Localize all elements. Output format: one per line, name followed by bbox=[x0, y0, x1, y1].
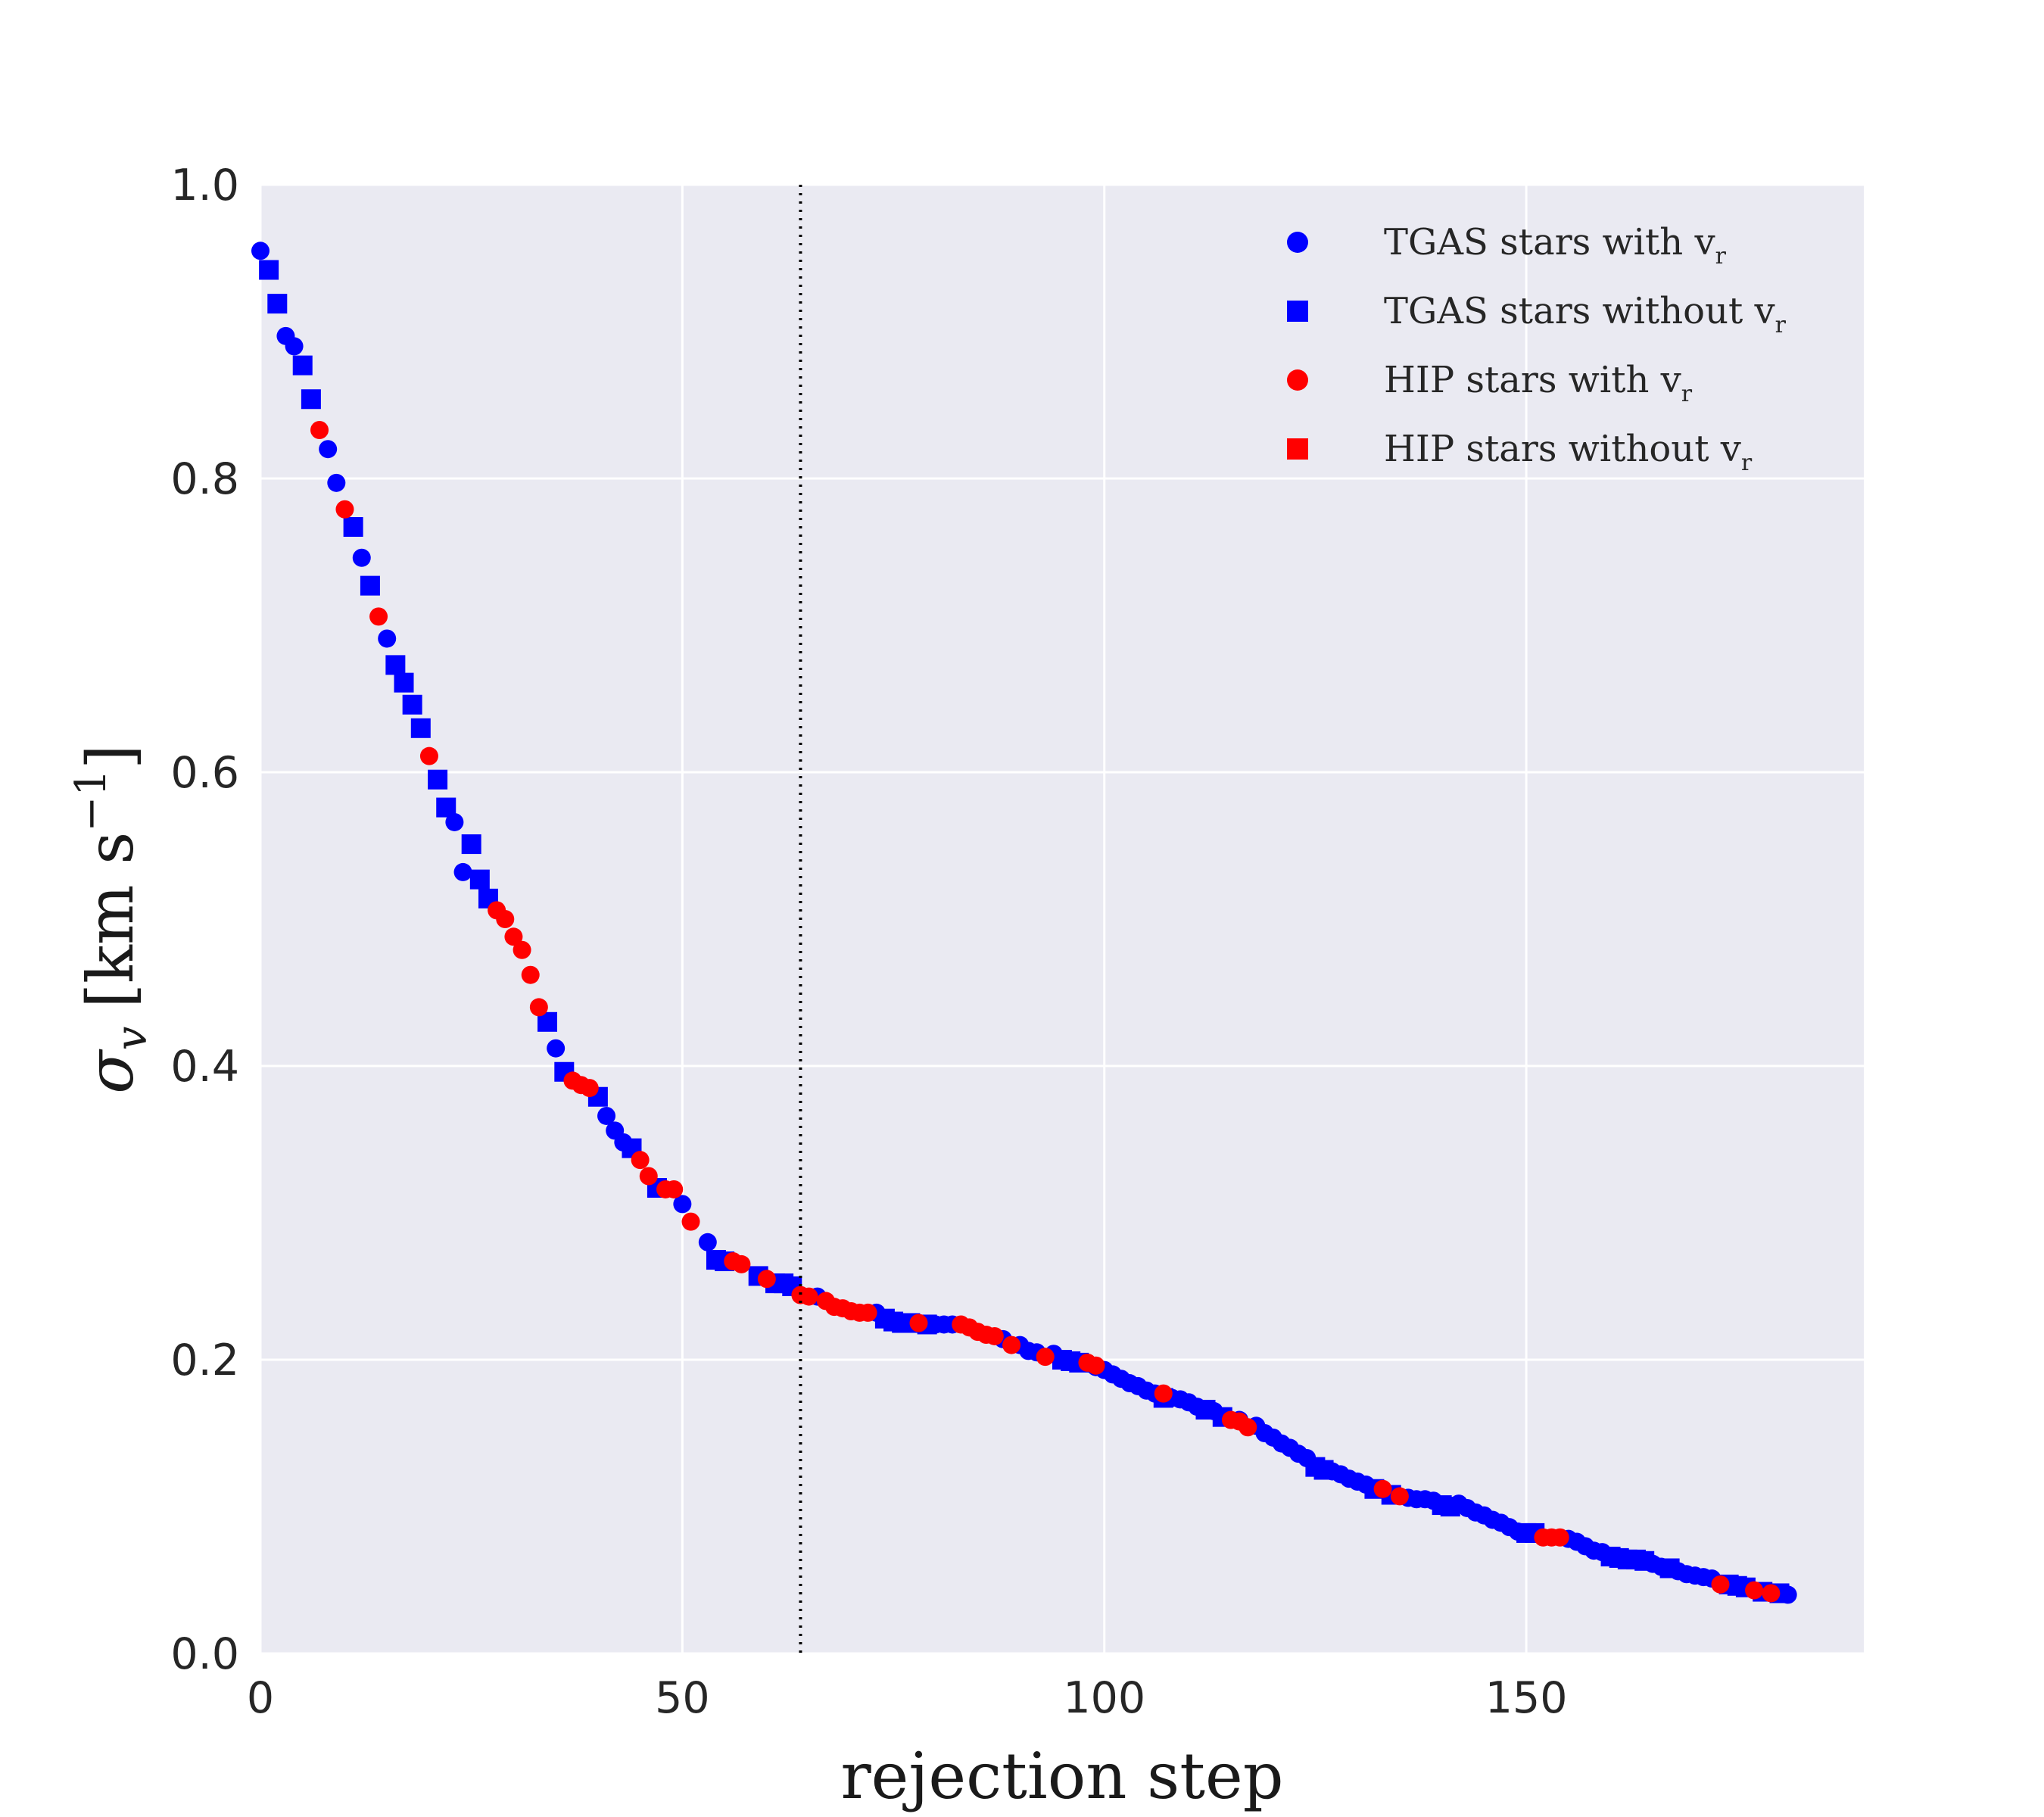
legend-marker bbox=[1287, 369, 1308, 391]
hip-with-vr-point bbox=[580, 1079, 599, 1098]
tgas-with-vr-point bbox=[547, 1039, 566, 1058]
hip-with-vr-point bbox=[504, 927, 523, 946]
tgas-with-vr-point bbox=[285, 337, 304, 356]
legend-label: HIP stars without vr bbox=[1384, 428, 1753, 476]
data-marks bbox=[251, 242, 1797, 1604]
hip-with-vr-point bbox=[639, 1167, 658, 1186]
tgas-without-vr-point bbox=[267, 294, 288, 314]
hip-with-vr-point bbox=[1373, 1479, 1392, 1498]
tgas-without-vr-point bbox=[410, 718, 431, 738]
tgas-without-vr-point bbox=[1195, 1399, 1216, 1420]
tgas-with-vr-point bbox=[673, 1195, 692, 1214]
hip-with-vr-point bbox=[757, 1270, 776, 1289]
x-tick-label: 150 bbox=[1485, 1673, 1568, 1723]
hip-with-vr-point bbox=[665, 1180, 684, 1198]
tgas-with-vr-point bbox=[453, 862, 472, 881]
hip-with-vr-point bbox=[1154, 1384, 1173, 1403]
tgas-with-vr-point bbox=[378, 629, 397, 648]
plot-background bbox=[260, 185, 1864, 1653]
tgas-without-vr-point bbox=[469, 869, 490, 890]
legend-label: TGAS stars without vr bbox=[1384, 290, 1787, 338]
tgas-without-vr-point bbox=[402, 694, 422, 715]
legend-label: HIP stars with vr bbox=[1384, 359, 1693, 407]
tgas-without-vr-point bbox=[360, 575, 380, 596]
hip-with-vr-point bbox=[1002, 1335, 1021, 1354]
tgas-with-vr-point bbox=[352, 548, 371, 567]
hip-with-vr-point bbox=[799, 1287, 818, 1306]
hip-with-vr-point bbox=[521, 965, 540, 984]
tgas-without-vr-point bbox=[301, 389, 321, 410]
tgas-without-vr-point bbox=[394, 672, 414, 693]
y-tick-label: 1.0 bbox=[170, 161, 239, 210]
y-axis-label: σv [km s−1] bbox=[67, 744, 157, 1093]
hip-with-vr-point bbox=[1086, 1356, 1105, 1375]
x-tick-label: 0 bbox=[247, 1673, 274, 1723]
tgas-without-vr-point bbox=[343, 517, 363, 538]
legend-marker bbox=[1287, 232, 1308, 253]
hip-with-vr-point bbox=[732, 1254, 751, 1273]
tgas-with-vr-point bbox=[319, 440, 338, 459]
hip-with-vr-point bbox=[1239, 1418, 1257, 1437]
tgas-without-vr-point bbox=[436, 797, 456, 818]
tgas-without-vr-point bbox=[428, 769, 448, 790]
hip-with-vr-point bbox=[631, 1151, 650, 1170]
tgas-with-vr-point bbox=[597, 1106, 616, 1125]
tgas-with-vr-point bbox=[327, 473, 346, 492]
hip-with-vr-point bbox=[310, 420, 329, 439]
tgas-without-vr-point bbox=[259, 260, 279, 280]
hip-with-vr-point bbox=[1550, 1528, 1569, 1547]
hip-with-vr-point bbox=[1390, 1487, 1409, 1506]
y-axis-label-close: ] bbox=[73, 744, 148, 769]
y-axis-label-symbol: σ bbox=[73, 1049, 148, 1094]
hip-with-vr-point bbox=[369, 607, 388, 626]
tgas-without-vr-point bbox=[1659, 1558, 1680, 1579]
hip-with-vr-point bbox=[985, 1326, 1004, 1345]
hip-with-vr-point bbox=[1036, 1348, 1055, 1367]
tgas-without-vr-point bbox=[385, 655, 406, 675]
hip-with-vr-point bbox=[858, 1303, 877, 1322]
legend-label: TGAS stars with vr bbox=[1384, 221, 1727, 270]
hip-with-vr-point bbox=[909, 1314, 928, 1332]
tgas-without-vr-point bbox=[1634, 1551, 1655, 1571]
x-axis-label: rejection step bbox=[840, 1739, 1283, 1813]
hip-with-vr-point bbox=[513, 940, 531, 959]
y-tick-label: 0.8 bbox=[170, 454, 239, 504]
x-tick-label: 100 bbox=[1063, 1673, 1145, 1723]
tgas-with-vr-point bbox=[251, 242, 270, 260]
y-axis-label-exponent: −1 bbox=[67, 769, 116, 832]
y-axis-label-unit: [km s bbox=[73, 832, 148, 1008]
tgas-without-vr-point bbox=[461, 834, 481, 855]
svg-text:σv[km s−1]: σv [km s−1] bbox=[67, 744, 157, 1093]
y-tick-label: 0.6 bbox=[170, 748, 239, 798]
x-tick-label: 50 bbox=[655, 1673, 710, 1723]
tgas-with-vr-point bbox=[698, 1233, 717, 1251]
hip-with-vr-point bbox=[529, 998, 548, 1017]
tgas-without-vr-point bbox=[292, 355, 313, 376]
y-tick-label: 0.2 bbox=[170, 1335, 239, 1385]
hip-with-vr-point bbox=[335, 500, 354, 519]
legend-marker bbox=[1287, 438, 1308, 460]
hip-with-vr-point bbox=[496, 910, 515, 928]
tgas-without-vr-point bbox=[1313, 1460, 1334, 1480]
tgas-with-vr-point bbox=[445, 812, 464, 831]
y-tick-label: 0.0 bbox=[170, 1629, 239, 1679]
hip-with-vr-point bbox=[681, 1212, 700, 1231]
tick-labels: 0 50 100 150 0.0 0.2 0.4 0.6 0.8 1.0 bbox=[170, 161, 1567, 1723]
tgas-without-vr-point bbox=[1440, 1497, 1460, 1516]
hip-with-vr-point bbox=[419, 746, 438, 765]
y-tick-label: 0.4 bbox=[170, 1042, 239, 1092]
hip-with-vr-point bbox=[1762, 1584, 1781, 1603]
y-axis-label-subscript: v bbox=[107, 1026, 157, 1050]
legend: TGAS stars with vr TGAS stars without vr H… bbox=[1287, 221, 1787, 476]
hip-with-vr-point bbox=[1711, 1575, 1730, 1594]
legend-marker bbox=[1287, 301, 1308, 322]
hip-with-vr-point bbox=[1745, 1581, 1764, 1600]
